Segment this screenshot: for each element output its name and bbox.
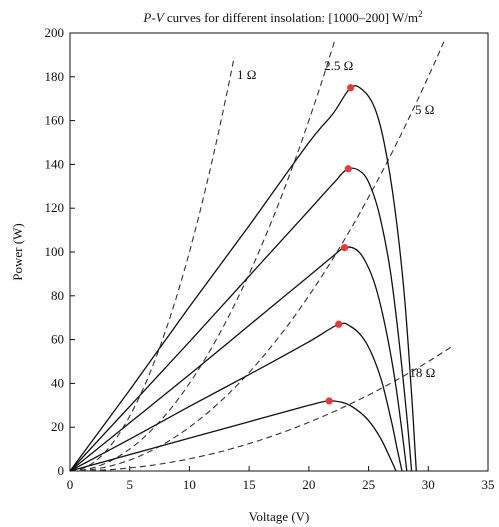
chart-title-sup: 2	[418, 9, 423, 19]
x-tick-label: 5	[126, 477, 133, 492]
x-tick-label: 20	[302, 477, 315, 492]
x-tick-label: 0	[67, 477, 74, 492]
mpp-marker	[325, 397, 333, 405]
chart-title-rest: curves for different insolation: [1000–2…	[164, 10, 418, 25]
load-line-labels: 1 Ω 2.5 Ω 5 Ω 18 Ω	[237, 58, 435, 380]
load-line-label: 5 Ω	[415, 102, 434, 117]
mpp-marker	[335, 320, 343, 328]
y-tick-label: 180	[45, 69, 65, 84]
x-tick-label: 15	[243, 477, 256, 492]
pv-curve-400	[69, 322, 403, 472]
y-tick-label: 100	[45, 244, 65, 259]
x-axis-label: Voltage (V)	[249, 509, 310, 524]
mpp-marker	[347, 84, 355, 92]
x-tick-label: 30	[422, 477, 435, 492]
load-line-2_5-ohm	[69, 39, 336, 472]
axis-ticks: 0 5 10 15 20 25 30 35 0 20 40 60 80 100 120 140 160 180 20…	[45, 25, 495, 492]
x-tick-label: 25	[362, 477, 375, 492]
x-tick-label: 35	[482, 477, 495, 492]
y-tick-label: 20	[51, 419, 64, 434]
y-tick-label: 60	[51, 332, 64, 347]
load-line-1-ohm	[69, 59, 235, 472]
y-axis-label: Power (W)	[10, 223, 25, 280]
y-tick-label: 0	[58, 463, 65, 478]
chart-title-italic: P-V	[142, 10, 165, 25]
pv-curve-600	[69, 246, 408, 472]
y-tick-label: 120	[45, 200, 65, 215]
mpp-points	[325, 84, 355, 405]
mpp-marker	[344, 165, 352, 173]
load-line-label: 2.5 Ω	[324, 58, 353, 73]
pv-curve-800	[69, 167, 413, 472]
chart-title: P-V curves for different insolation: [10…	[142, 9, 422, 25]
pv-curve-200	[69, 400, 397, 472]
pv-curves	[69, 85, 417, 472]
load-lines	[69, 39, 453, 472]
load-line-5-ohm	[69, 41, 445, 472]
load-line-label: 18 Ω	[409, 365, 435, 380]
load-line-18-ohm	[70, 345, 453, 472]
y-tick-label: 160	[45, 113, 65, 128]
y-tick-label: 140	[45, 156, 65, 171]
y-tick-label: 200	[45, 25, 65, 40]
y-tick-label: 80	[51, 288, 64, 303]
load-line-label: 1 Ω	[237, 67, 256, 82]
plot-frame	[69, 32, 489, 472]
x-tick-label: 10	[183, 477, 196, 492]
pv-curve-1000	[69, 85, 417, 472]
y-tick-label: 40	[51, 375, 64, 390]
mpp-marker	[341, 244, 349, 252]
